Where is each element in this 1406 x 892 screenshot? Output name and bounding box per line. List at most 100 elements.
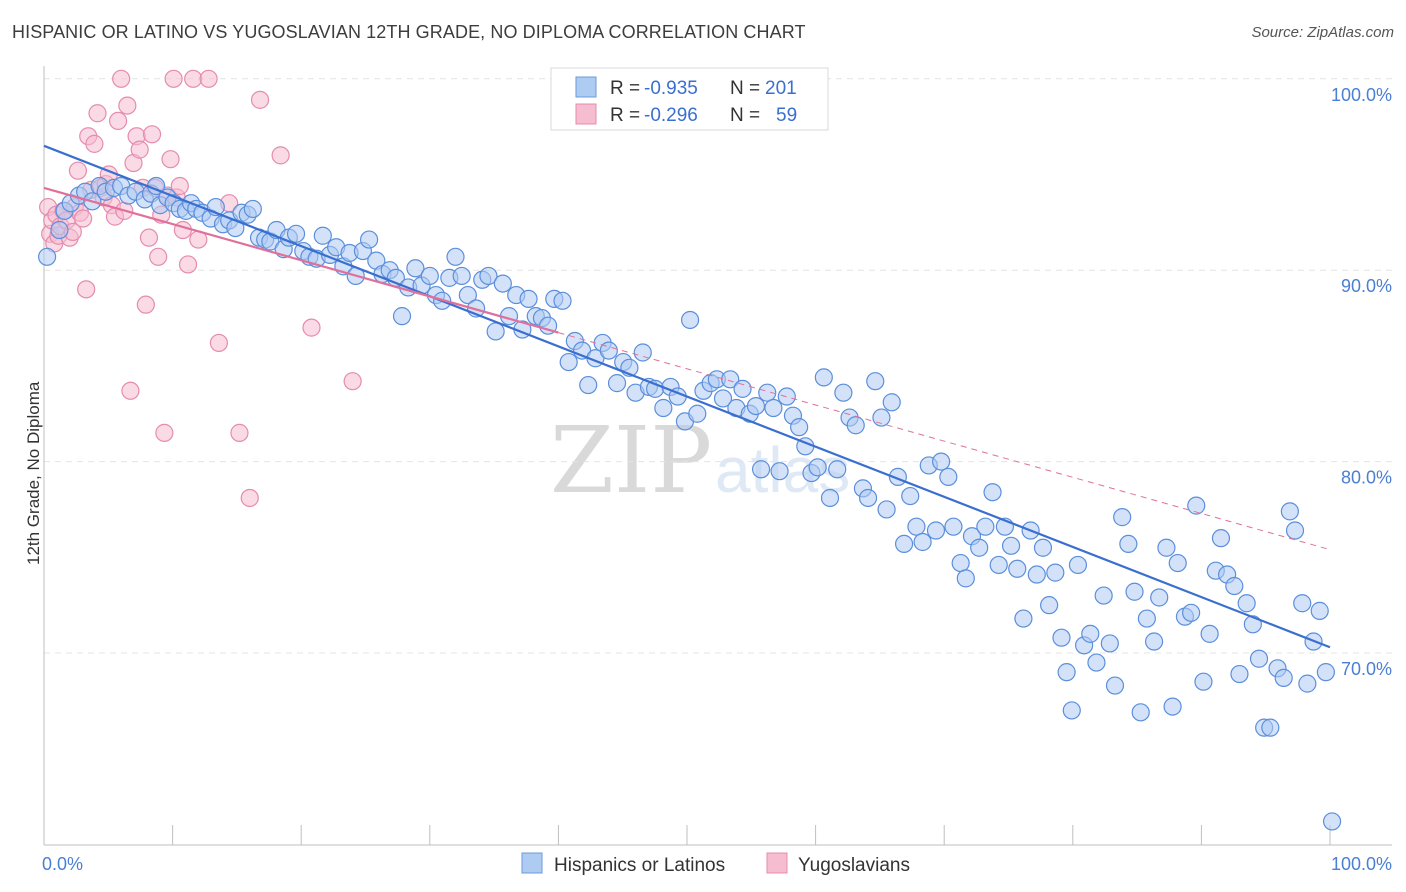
hispanic-point [1081, 624, 1100, 643]
hispanic-point [834, 383, 853, 402]
yugoslavian-point [302, 318, 321, 337]
hispanic-point [956, 569, 975, 588]
yugoslavian-point [108, 111, 128, 131]
hispanic-point [1322, 812, 1342, 831]
legend-r-label-2: R = [610, 105, 640, 126]
hispanic-point [479, 266, 498, 286]
legend-swatch-blue [575, 76, 597, 98]
yugoslavian-point [112, 69, 131, 88]
hispanic-point [976, 517, 995, 536]
hispanic-point [1094, 586, 1113, 605]
bottom-legend-swatch-pink [766, 852, 788, 874]
hispanic-point [764, 398, 783, 418]
legend-r-value-2: -0.296 [644, 105, 698, 126]
y-tick-labels: 100.0% 90.0% 80.0% 70.0% [1331, 85, 1392, 679]
hispanic-point [446, 247, 465, 266]
bottom-legend-hispanics: Hispanics or Latinos [554, 855, 725, 876]
hispanic-point [1040, 596, 1059, 615]
hispanic-point [1001, 536, 1021, 555]
yugoslavian-point [178, 255, 198, 274]
hispanic-point [1298, 674, 1317, 693]
hispanic-point [1168, 553, 1187, 573]
legend-n-label-1: N = [730, 78, 760, 99]
bottom-legend-swatch-blue [521, 852, 543, 874]
hispanic-point [1119, 534, 1138, 554]
hispanic-point [758, 383, 777, 402]
hispanic-point [599, 341, 618, 360]
yugoslavian-point [230, 423, 249, 442]
source-credit: Source: ZipAtlas.com [1251, 24, 1394, 41]
hispanic-point [1033, 538, 1053, 557]
hispanic-point [1163, 697, 1182, 716]
yugoslavian-point [149, 247, 168, 266]
hispanic-point [1310, 601, 1329, 620]
legend-n-label-2: N = [730, 105, 760, 126]
hispanic-point [1057, 663, 1076, 682]
hispanic-point [1150, 588, 1169, 607]
yugoslavian-point [73, 209, 93, 228]
hispanic-point [1225, 576, 1244, 596]
yugoslavian-point [170, 176, 189, 196]
hispanic-point [983, 483, 1002, 502]
yugoslavian-point [68, 161, 88, 180]
hispanic-point [360, 230, 379, 249]
yugoslavian-point [130, 140, 149, 159]
hispanic-point [858, 488, 878, 508]
hispanic-point [1237, 594, 1256, 613]
y-tick-label: 80.0% [1341, 468, 1392, 488]
bottom-legend-yugoslavians: Yugoslavians [798, 855, 910, 876]
hispanic-point [877, 500, 896, 519]
hispanic-point [392, 307, 412, 326]
hispanic-point [970, 538, 989, 557]
yugoslavian-point [173, 220, 192, 240]
hispanic-point [1187, 496, 1206, 515]
hispanic-point [688, 404, 707, 423]
hispanics-trend-line [43, 144, 1331, 649]
hispanic-point [1014, 609, 1033, 628]
y-tick-label: 100.0% [1331, 85, 1392, 105]
hispanics-points [37, 176, 1342, 831]
hispanic-point [939, 467, 958, 487]
legend-r-value-1: -0.935 [644, 78, 698, 99]
hispanic-point [243, 199, 262, 219]
hispanic-point [1062, 701, 1081, 720]
hispanic-point [790, 418, 809, 437]
yugoslavian-point [250, 90, 270, 109]
trend-lines [43, 144, 1331, 649]
legend-swatch-pink [575, 103, 597, 125]
yugoslavian-point [164, 69, 183, 88]
yugoslavian-point [199, 69, 218, 88]
correlation-legend: R = -0.935 N = 201 R = -0.296 N = 59 [550, 67, 829, 131]
yugoslavian-point [136, 295, 155, 314]
hispanic-point [680, 310, 700, 330]
legend-r-label-1: R = [610, 78, 640, 99]
axes [43, 66, 1392, 846]
chart-title: HISPANIC OR LATINO VS YUGOSLAVIAN 12TH G… [12, 22, 806, 42]
y-tick-label: 70.0% [1341, 659, 1392, 679]
hispanic-point [486, 322, 505, 341]
hispanic-point [751, 460, 771, 479]
hispanic-point [559, 352, 578, 372]
hispanic-point [713, 389, 733, 408]
hispanic-point [553, 291, 572, 310]
hispanic-point [1144, 632, 1164, 651]
hispanic-point [1105, 676, 1125, 695]
x-tick-labels: 0.0% 100.0% [42, 854, 1392, 874]
hispanic-point [1068, 555, 1088, 575]
hispanic-point [313, 226, 332, 245]
hispanic-point [907, 517, 926, 536]
yugoslavian-point [142, 125, 162, 144]
hispanic-point [1125, 582, 1144, 601]
hispanic-point [452, 266, 471, 286]
yugoslavians-trend-line [43, 186, 559, 334]
hispanic-point [654, 398, 673, 418]
hispanic-point [1316, 663, 1335, 682]
yugoslavian-point [118, 96, 137, 115]
yugoslavian-point [77, 280, 96, 299]
yugoslavians-points [39, 69, 362, 508]
hispanic-point [1261, 718, 1280, 737]
hispanic-point [286, 224, 306, 243]
hispanic-point [1280, 502, 1299, 521]
hispanic-point [828, 460, 847, 479]
